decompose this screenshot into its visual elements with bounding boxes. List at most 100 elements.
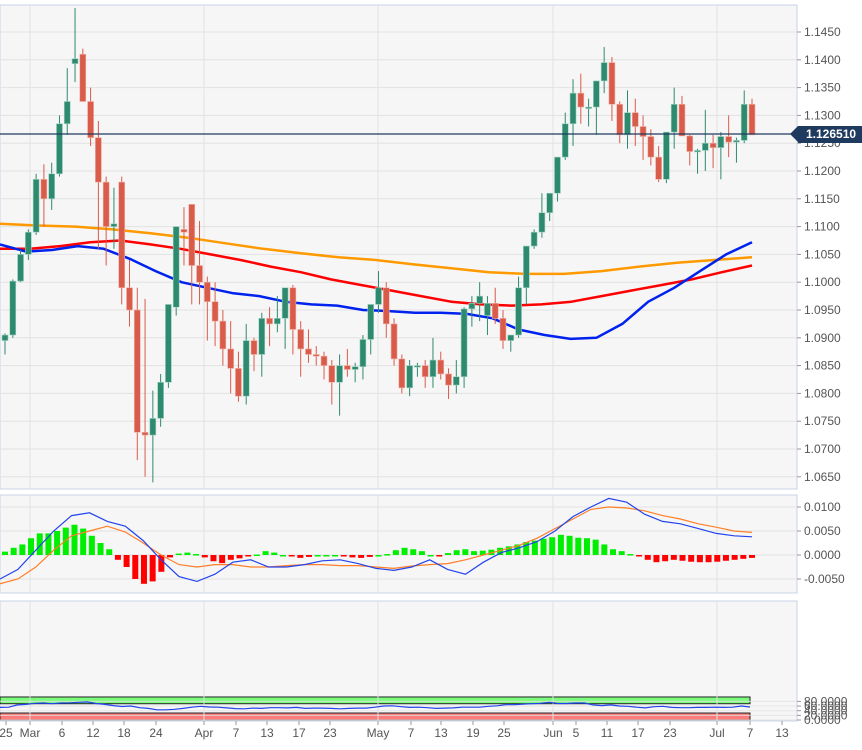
macd-bar <box>575 537 582 555</box>
macd-bar <box>583 538 590 555</box>
candlestick-series <box>1 8 756 483</box>
candle <box>9 280 17 336</box>
candle <box>499 318 507 341</box>
candle <box>63 101 71 125</box>
candle <box>25 231 32 255</box>
macd-bar <box>662 555 669 562</box>
macd-bar <box>740 555 747 559</box>
rsi-line <box>0 701 751 711</box>
time-tick-label: 25 <box>497 726 511 740</box>
candle <box>375 287 382 305</box>
candle <box>266 318 273 325</box>
macd-tick-label: -0.0050 <box>804 572 845 586</box>
candle <box>258 318 266 355</box>
candle <box>211 301 219 322</box>
macd-bar <box>71 524 78 555</box>
price-panel <box>0 4 798 490</box>
candle <box>561 123 569 158</box>
macd-bar <box>10 547 17 555</box>
macd-bar <box>410 549 417 555</box>
macd-bar <box>236 555 243 559</box>
macd-bar <box>97 543 104 555</box>
candle <box>725 136 732 143</box>
macd-bar <box>749 555 755 558</box>
macd-bar <box>253 554 260 557</box>
candle <box>204 281 211 302</box>
macd-bar <box>679 555 686 561</box>
candle <box>702 142 709 151</box>
candle <box>569 92 577 125</box>
sma-200-line <box>0 222 753 276</box>
candle <box>71 58 79 64</box>
time-tick-label: 17 <box>292 726 306 740</box>
macd-bar <box>366 555 373 557</box>
time-tick-label: 24 <box>149 726 163 740</box>
macd-bar <box>392 550 399 555</box>
candle <box>149 418 157 436</box>
candle <box>608 62 616 105</box>
candle <box>639 126 647 137</box>
macd-bar <box>471 551 478 555</box>
macd-bar <box>653 555 660 563</box>
macd-bar <box>358 555 365 558</box>
macd-bar <box>80 528 87 555</box>
candle <box>507 334 515 341</box>
candle <box>40 179 48 200</box>
candle <box>165 304 172 383</box>
macd-bar <box>531 540 538 555</box>
time-tick-label: 5 <box>573 726 580 740</box>
candle <box>655 156 662 180</box>
rsi-tick-label: 20.0000 <box>804 708 848 722</box>
candle <box>110 223 118 227</box>
price-tick-label: 1.1150 <box>804 192 840 206</box>
macd-bar <box>401 547 408 555</box>
macd-histogram <box>2 524 755 584</box>
macd-bar <box>219 555 226 564</box>
candle <box>733 140 740 143</box>
candle <box>437 359 445 375</box>
candle <box>281 287 289 319</box>
candle <box>484 303 491 316</box>
candle <box>624 112 631 136</box>
macd-bar <box>19 544 26 555</box>
candle <box>235 368 242 397</box>
macd-bar <box>288 555 295 557</box>
macd-bar <box>279 555 286 557</box>
candle <box>242 340 250 397</box>
candle <box>297 329 304 350</box>
macd-bar <box>722 555 729 561</box>
macd-panel <box>0 494 798 594</box>
macd-bar <box>262 551 269 555</box>
time-tick-label: Jun <box>543 726 562 740</box>
candle <box>219 320 227 350</box>
macd-bar <box>497 547 504 555</box>
candle <box>367 304 375 340</box>
macd-tick-label: 0.0000 <box>804 548 841 562</box>
macd-bar <box>418 551 425 555</box>
time-tick-label: 18 <box>117 726 131 740</box>
macd-bar <box>167 555 174 558</box>
candle <box>359 339 367 368</box>
macd-lines <box>0 497 753 585</box>
macd-bar <box>557 534 564 555</box>
macd-bar <box>601 544 608 555</box>
macd-bar <box>332 555 339 557</box>
candle <box>274 318 281 325</box>
price-tick-label: 1.0750 <box>804 414 841 428</box>
macd-bar <box>45 533 52 555</box>
macd-bar <box>479 550 486 555</box>
candle <box>546 192 553 214</box>
candle <box>523 245 530 289</box>
candle <box>180 229 188 233</box>
candle <box>414 365 421 368</box>
rsi-tick-label: 80.0000 <box>804 694 848 708</box>
candle <box>530 231 538 247</box>
macd-bar <box>384 554 391 556</box>
macd-bar <box>523 542 530 555</box>
rsi-tick-label: 0.0000 <box>804 713 841 727</box>
candle <box>694 150 701 153</box>
candle <box>678 103 686 137</box>
macd-bar <box>644 555 651 560</box>
time-tick-label: 19 <box>466 726 480 740</box>
